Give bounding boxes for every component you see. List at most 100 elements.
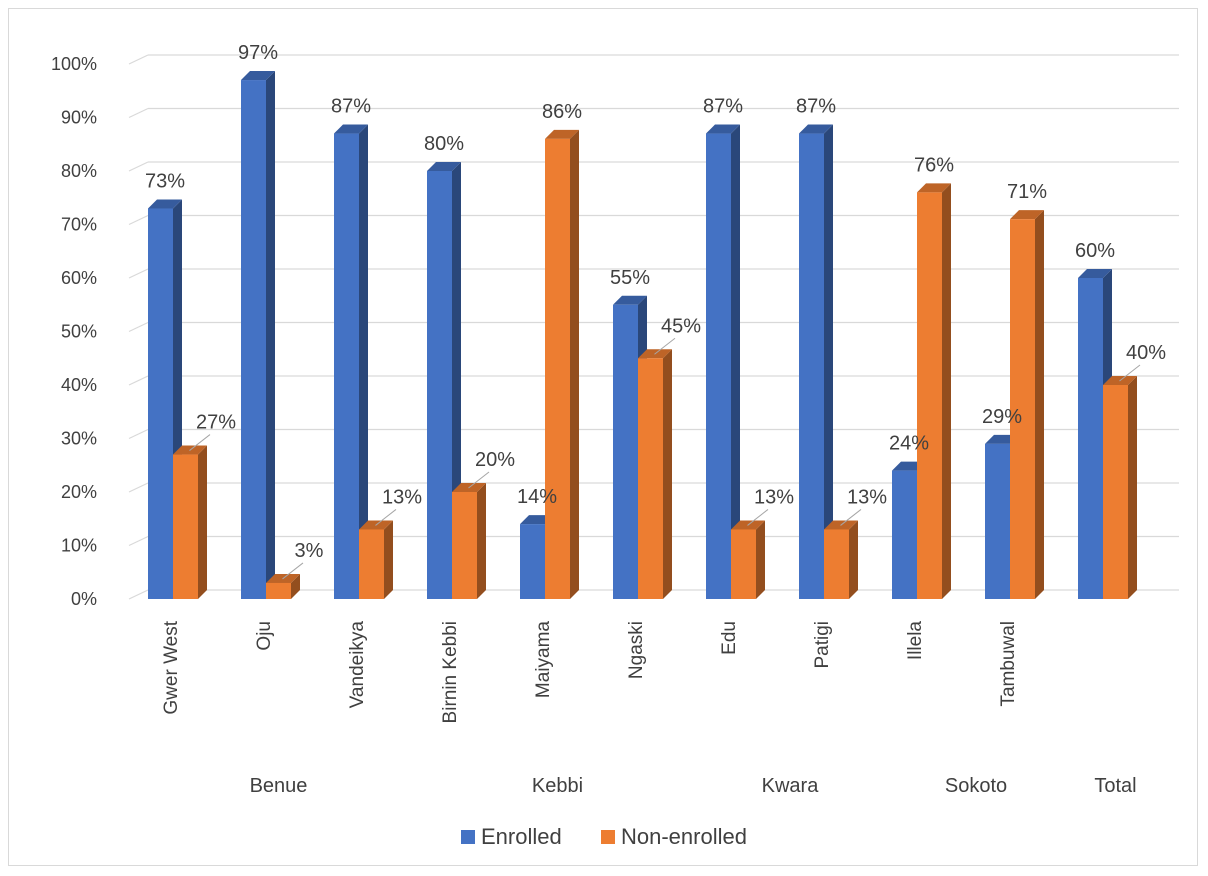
bar-enrolled-1 [241, 71, 275, 600]
data-label: 24% [889, 433, 929, 455]
data-label: 14% [517, 486, 557, 508]
x-group-label: Kebbi [532, 775, 583, 797]
gridline-depth [128, 589, 149, 600]
x-category-label: Edu [719, 621, 740, 655]
bar-top [1010, 210, 1044, 220]
bar-front [1103, 385, 1128, 599]
label-leader-line [840, 509, 862, 526]
bar-front [1078, 278, 1103, 599]
data-label: 55% [610, 267, 650, 289]
bar-side [731, 124, 740, 600]
x-axis-groups: Benue Kebbi Kwara Sokoto Total [250, 775, 1137, 797]
bar-side [570, 129, 579, 599]
y-tick-label: 60% [61, 268, 97, 288]
x-group-label: Benue [250, 775, 308, 797]
bar-enrolled-2 [334, 124, 368, 600]
bar-enrolled-6 [706, 124, 740, 600]
label-leader-line [468, 471, 490, 489]
data-label: 73% [145, 170, 185, 192]
bar-top [427, 162, 461, 171]
bar-side [359, 124, 368, 600]
data-label: 13% [847, 486, 887, 508]
gridline-depth [128, 268, 149, 279]
y-tick-label: 40% [61, 375, 97, 395]
label-leader-line [375, 509, 397, 526]
gridline-depth [128, 54, 149, 65]
y-tick-label: 90% [61, 108, 97, 128]
bar-top [1078, 269, 1112, 278]
gridline-depth [128, 214, 149, 226]
bar-front [1010, 219, 1035, 599]
legend: Enrolled Non-enrolled [461, 824, 747, 849]
x-category-label: Illela [905, 621, 926, 661]
label-leader-line [654, 337, 676, 355]
gridline-depth [128, 161, 149, 172]
bar-front [824, 529, 849, 599]
bar-front [706, 133, 731, 600]
label-leader-line [747, 509, 769, 526]
bar-front [545, 138, 570, 599]
bar-front [638, 358, 663, 599]
y-tick-label: 100% [51, 54, 97, 74]
bar-non-enrolled-9 [1010, 210, 1044, 599]
legend-item: Enrolled [461, 824, 562, 849]
label-leader-line [189, 434, 211, 451]
bar-side [824, 124, 833, 600]
bar-side [942, 183, 951, 599]
gridline-depth [128, 321, 149, 333]
x-category-label: Maiyama [533, 621, 554, 699]
x-category-label: Patigi [812, 621, 833, 669]
x-category-label: Oju [254, 621, 275, 651]
bar-front [452, 492, 477, 599]
data-label: 86% [542, 101, 582, 123]
bar-non-enrolled-8 [917, 183, 951, 599]
data-labels: 73% 27% 97% 3% 87% 13% 80% 20%14% 86% 55% 45% 87% 13… [145, 42, 1166, 580]
bar-side [1035, 210, 1044, 599]
data-label: 13% [754, 486, 794, 508]
data-label: 40% [1126, 342, 1166, 364]
bars [148, 71, 1137, 600]
bar-side [384, 520, 393, 599]
bar-top [917, 183, 951, 193]
bar-side [198, 445, 207, 599]
bar-front [892, 470, 917, 599]
x-category-label: Ngaski [626, 621, 647, 679]
data-label: 20% [475, 449, 515, 471]
bar-side [849, 520, 858, 599]
bar-front [334, 133, 359, 600]
label-leader-line [282, 562, 304, 580]
x-category-label: Birnin Kebbi [440, 621, 461, 723]
bar-front [917, 192, 942, 599]
data-label: 76% [914, 154, 954, 176]
legend-swatch [461, 830, 475, 844]
legend-swatch [601, 830, 615, 844]
bar-non-enrolled-7 [824, 520, 858, 599]
bar-front [985, 443, 1010, 599]
gridline-depth [128, 428, 149, 440]
gridline-depth [128, 535, 149, 547]
gridline-diag [139, 109, 1179, 118]
x-group-label: Sokoto [945, 775, 1007, 797]
y-tick-label: 70% [61, 215, 97, 235]
bar-front [241, 80, 266, 600]
bar-side [291, 573, 300, 599]
bar-front [173, 454, 198, 599]
bar-non-enrolled-6 [731, 520, 765, 599]
label-leader-line [1119, 364, 1141, 382]
data-label: 60% [1075, 240, 1115, 262]
chart-area: 0% 10% 20% 30% 40% 50% 60% 70% 80% 90% 100% 73% 27%… [8, 8, 1198, 866]
bar-enrolled-7 [799, 124, 833, 600]
bar-non-enrolled-0 [173, 445, 207, 599]
bar-front [148, 208, 173, 599]
data-label: 87% [703, 96, 743, 118]
y-tick-label: 10% [61, 536, 97, 556]
bar-top [334, 124, 368, 134]
gridline-diag [139, 55, 1179, 64]
bar-top [799, 124, 833, 134]
bar-front [427, 171, 452, 599]
gridline-depth [128, 107, 149, 119]
bar-front [731, 529, 756, 599]
y-tick-label: 30% [61, 429, 97, 449]
gridline-diag [139, 162, 1179, 171]
bar-top [148, 199, 182, 209]
